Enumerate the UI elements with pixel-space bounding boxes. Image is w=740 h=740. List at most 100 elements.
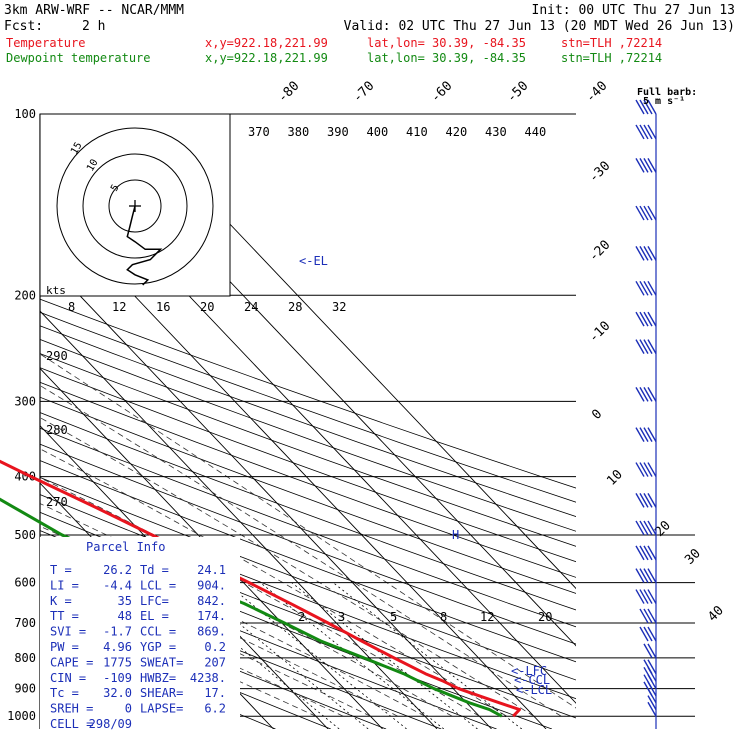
dry-adiabat: [40, 325, 576, 517]
wind-barb: [647, 386, 657, 402]
temperature-tick-label: -50: [504, 79, 531, 106]
mixing-ratio-label: 20: [200, 300, 214, 314]
wind-barb: [639, 589, 649, 604]
theta-label: 410: [406, 125, 428, 139]
parcel-row-value: 298/09: [89, 717, 132, 731]
mixing-ratio-label: 20: [538, 610, 552, 624]
temperature-tick-label: 0: [589, 407, 605, 423]
wind-barb: [643, 608, 653, 624]
temperature-tick-label: 30: [682, 546, 704, 568]
parcel-row-label: YGP =: [140, 640, 176, 654]
wind-barb: [635, 589, 645, 604]
wind-barb: [643, 666, 653, 682]
mixing-ratio-label: 16: [156, 300, 170, 314]
fcst-value: 2 h: [82, 19, 105, 34]
wind-barb: [647, 311, 657, 327]
parcel-row-value: 174.: [197, 609, 226, 623]
parcel-row-label: CCL =: [140, 625, 176, 639]
mixing-ratio-line: [260, 582, 445, 729]
temperature-legend: Temperature: [6, 36, 85, 50]
mixing-ratio-label: 32: [332, 300, 346, 314]
dry-adiabat: [40, 381, 576, 578]
wind-barb: [635, 545, 645, 561]
wind-barb: [647, 695, 657, 710]
wind-barb: [647, 643, 657, 659]
wind-barb: [635, 386, 645, 402]
wind-barb: [647, 568, 657, 583]
dewpoint-xy: x,y=922.18,221.99: [205, 51, 328, 65]
parcel-row-label: TT =: [50, 609, 79, 623]
wind-barb: [643, 589, 653, 604]
wind-barb: [643, 280, 653, 296]
mixing-ratio-line: [189, 582, 369, 729]
parcel-row-value: 842.: [197, 594, 226, 608]
wind-barb-column: [635, 99, 657, 729]
parcel-row-label: SVI =: [50, 625, 86, 639]
wind-barb: [635, 427, 645, 443]
parcel-row-value: 207: [204, 655, 226, 669]
mixing-ratio-label: 5: [390, 610, 397, 624]
pressure-tick-label: 800: [14, 651, 36, 665]
theta-label: 380: [288, 125, 310, 139]
hodograph-ring-label: 10: [85, 158, 101, 174]
lfc-marker: <-LFC: [511, 664, 547, 678]
wind-barb: [643, 626, 653, 642]
theta-label: 440: [525, 125, 547, 139]
wind-barb: [647, 158, 657, 173]
wind-barb: [643, 462, 653, 477]
parcel-row-label: Td =: [140, 563, 169, 577]
wind-barb: [639, 545, 649, 561]
el-marker: <-EL: [299, 254, 328, 268]
temperature-latlon: lat,lon= 30.39, -84.35: [367, 36, 526, 50]
wind-barb: [643, 311, 653, 327]
theta-label: 430: [485, 125, 507, 139]
parcel-row-label: T =: [50, 563, 72, 577]
wind-barb: [647, 99, 657, 115]
dry-adiabat: [40, 443, 576, 645]
wind-barb: [643, 205, 653, 221]
wind-barb: [647, 280, 657, 296]
mixing-ratio-label: 12: [480, 610, 494, 624]
wind-barb: [643, 158, 653, 173]
theta-label: 280: [46, 423, 68, 437]
parcel-row-value: 869.: [197, 625, 226, 639]
dry-adiabat: [40, 460, 576, 663]
parcel-row-value: 48: [118, 609, 132, 623]
parcel-row-label: SREH =: [50, 702, 93, 716]
parcel-row-value: 6.2: [204, 702, 226, 716]
temperature-tick-label: -20: [586, 238, 613, 265]
parcel-marker: H: [452, 528, 459, 542]
wind-panel-title: Full barb:: [637, 87, 697, 98]
wind-barb: [639, 311, 649, 327]
parcel-row-value: 4.96: [103, 640, 132, 654]
moist-adiabat: [40, 545, 398, 717]
parcel-row-value: 32.0: [103, 686, 132, 700]
lcl-marker: <-LCL: [516, 683, 552, 697]
parcel-row-label: EL =: [140, 609, 169, 623]
mixing-ratio-label: 24: [244, 300, 258, 314]
parcel-row-value: -1.7: [103, 625, 132, 639]
pressure-tick-label: 600: [14, 576, 36, 590]
wind-barb: [647, 589, 657, 604]
wind-barb: [639, 386, 649, 402]
wind-barb: [643, 545, 653, 561]
wind-barb: [643, 124, 653, 140]
dewpoint-latlon: lat,lon= 30.39, -84.35: [367, 51, 526, 65]
dry-adiabat: [40, 353, 576, 547]
isotherm: [40, 310, 438, 729]
dry-adiabat: [40, 412, 576, 611]
wind-barb: [635, 158, 645, 173]
parcel-row-value: 35: [118, 594, 132, 608]
parcel-row-label: SWEAT=: [140, 655, 183, 669]
wind-barb: [639, 205, 649, 221]
mixing-ratio-label: 12: [112, 300, 126, 314]
ccl-marker: <-CCL: [514, 673, 550, 687]
wind-barb: [635, 568, 645, 583]
isotherm: [40, 367, 383, 729]
mixing-ratio-label: 3: [338, 610, 345, 624]
mixing-ratio-label: 2: [298, 610, 305, 624]
pressure-tick-label: 700: [14, 616, 36, 630]
dry-adiabat: [40, 396, 576, 594]
